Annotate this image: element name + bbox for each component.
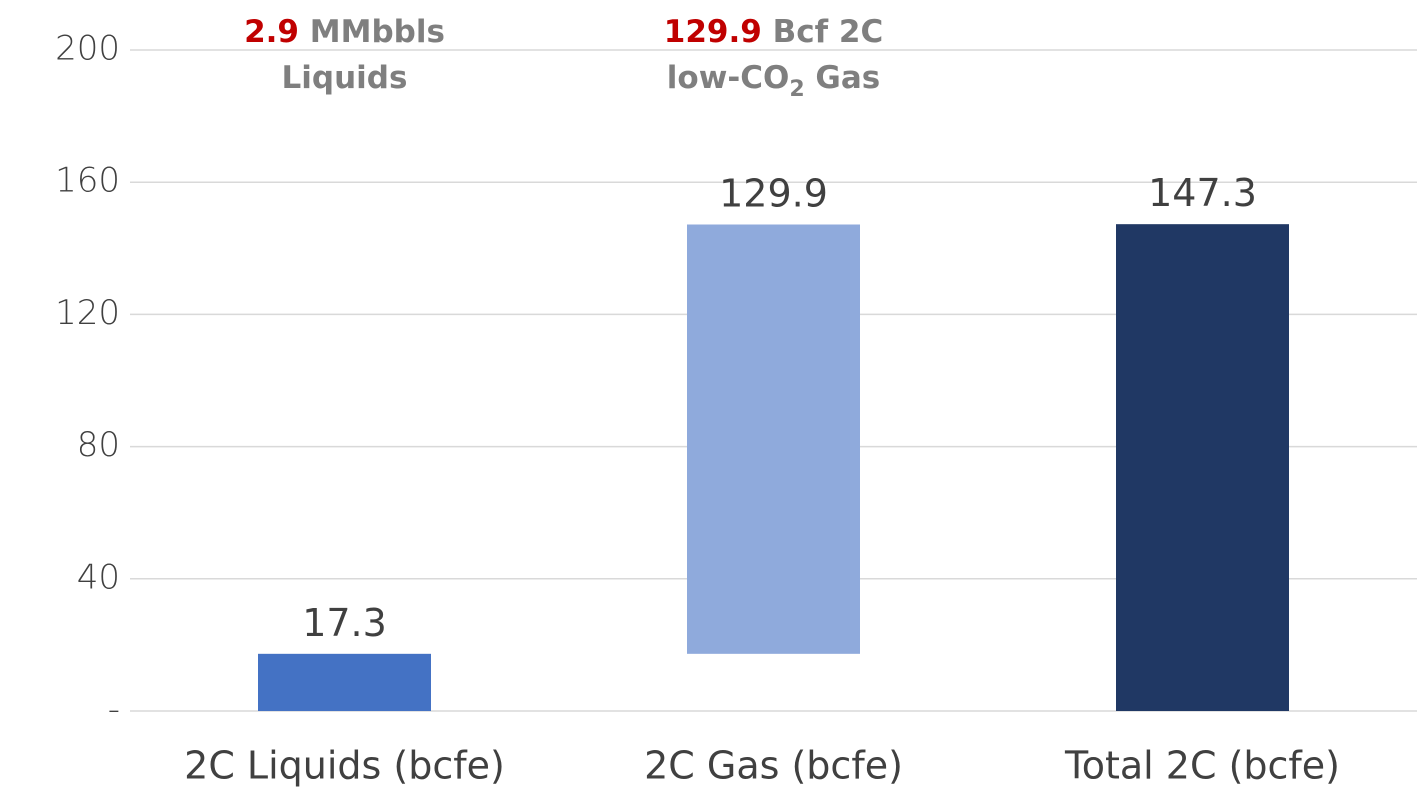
x-tick-label: 2C Liquids (bcfe) — [184, 744, 505, 788]
annotation: 2.9 MMbbls — [244, 14, 445, 50]
y-tick-label: 40 — [77, 557, 120, 597]
annotation-text: 129.9 — [664, 14, 762, 50]
y-tick-label: 160 — [55, 161, 120, 201]
bar — [687, 224, 860, 654]
x-tick-label: Total 2C (bcfe) — [1064, 744, 1340, 788]
value-label: 17.3 — [302, 601, 387, 645]
annotation-text: 2 — [789, 77, 804, 102]
annotation-text: Gas — [805, 60, 881, 96]
y-tick-label: - — [108, 690, 120, 730]
y-tick-label: 120 — [55, 293, 120, 333]
annotation-text: Bcf 2C — [762, 14, 883, 50]
value-label: 129.9 — [719, 172, 828, 216]
annotation: low-CO2 Gas — [667, 60, 880, 102]
y-tick-label: 80 — [77, 425, 120, 465]
x-tick-label: 2C Gas (bcfe) — [644, 744, 903, 788]
annotation-text: MMbbls — [299, 14, 445, 50]
annotation: 129.9 Bcf 2C — [664, 14, 883, 50]
annotation-text: Liquids — [282, 60, 408, 96]
annotation-text: low-CO — [667, 60, 790, 96]
bar — [1116, 224, 1289, 711]
value-label: 147.3 — [1148, 171, 1257, 215]
y-tick-label: 200 — [55, 29, 120, 69]
annotation: Liquids — [282, 60, 408, 96]
annotation-text: 2.9 — [244, 14, 299, 50]
bar — [258, 653, 431, 711]
